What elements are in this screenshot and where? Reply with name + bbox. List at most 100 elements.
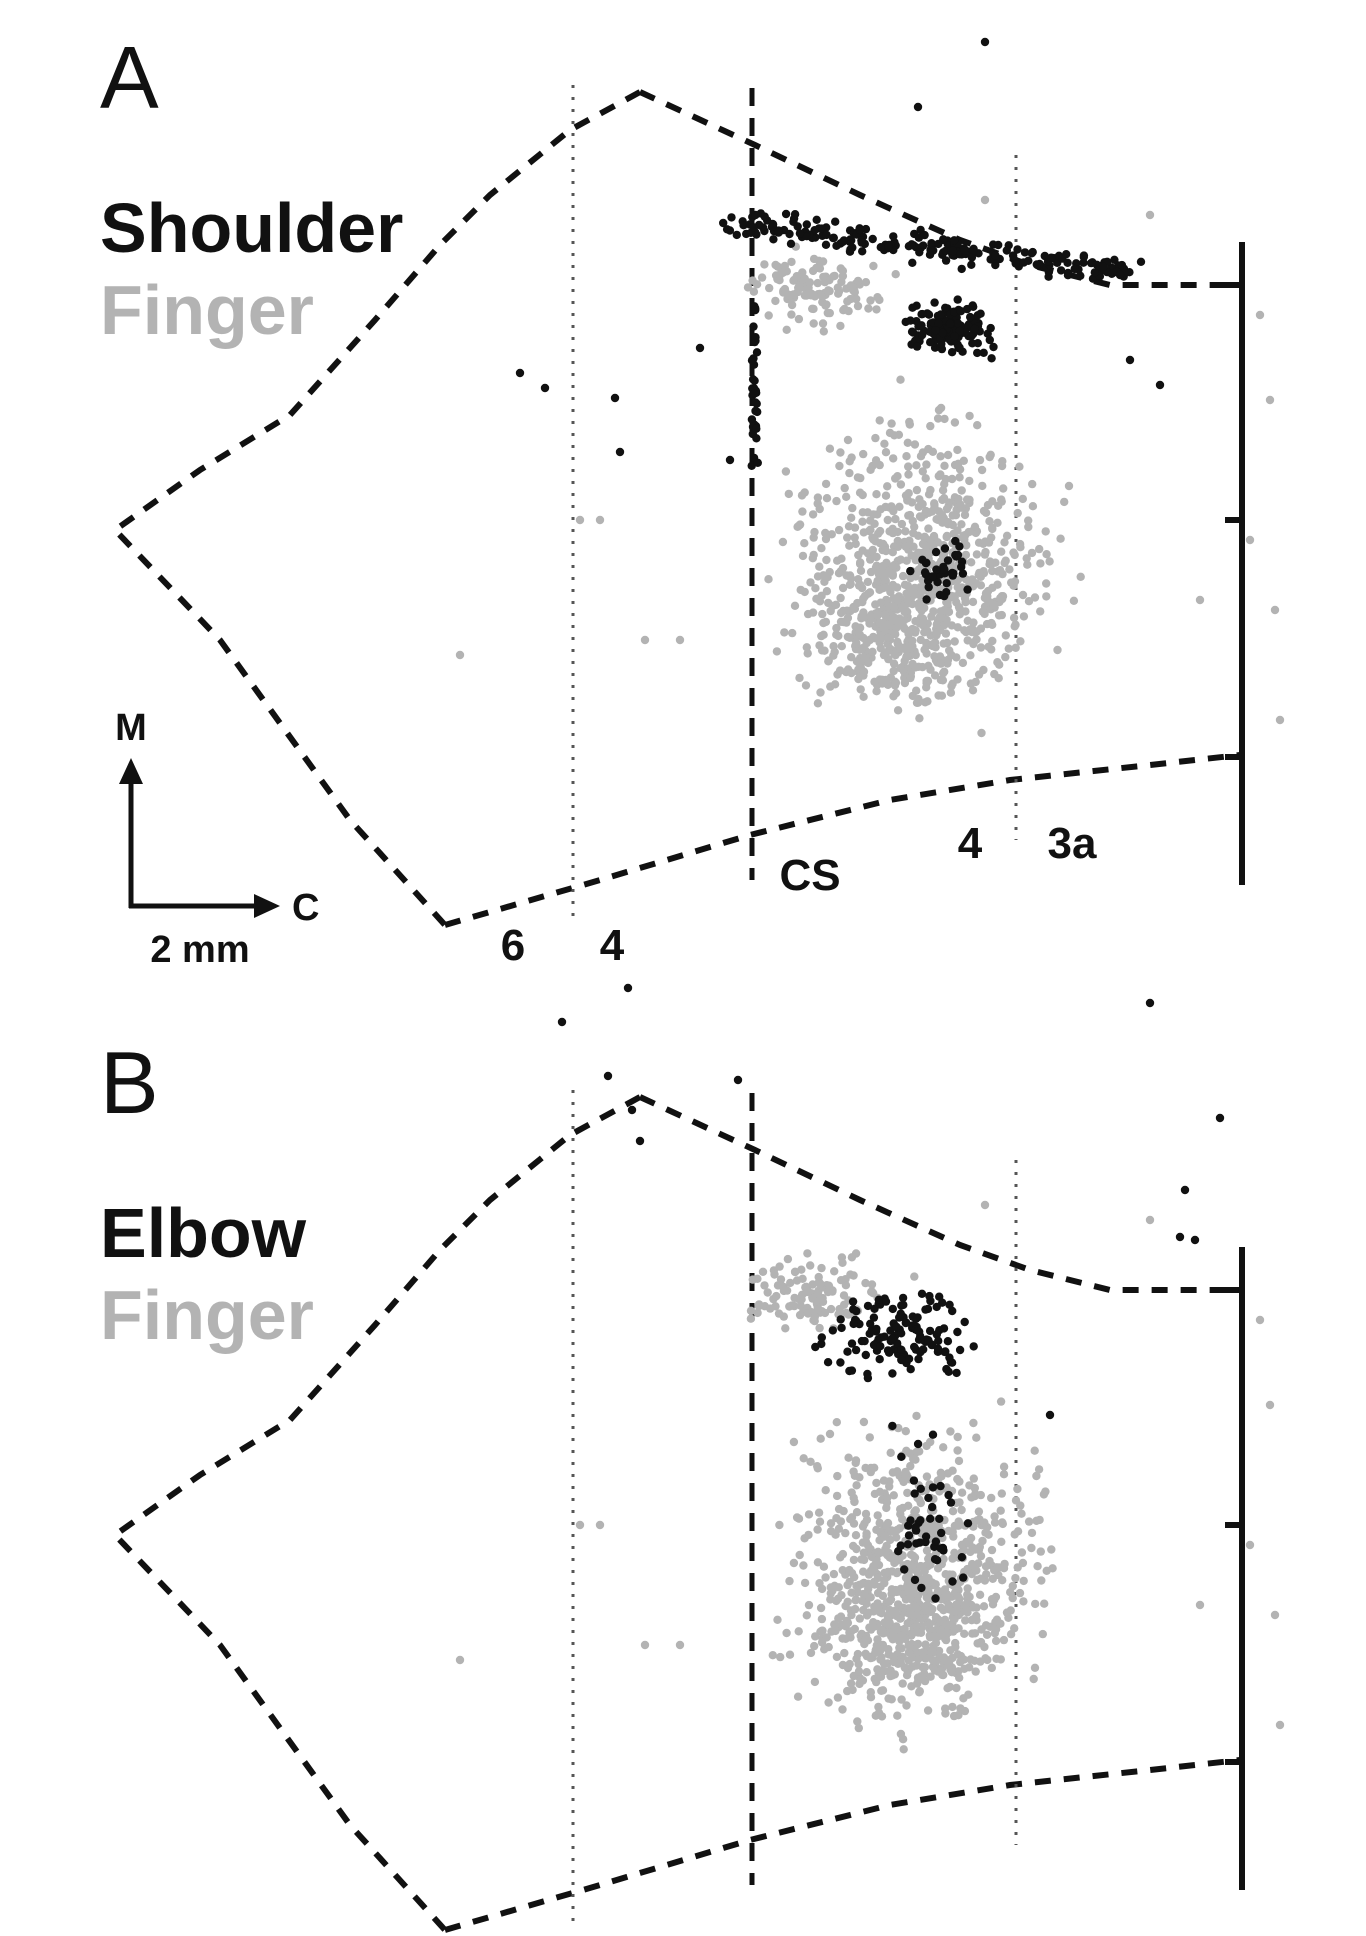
- shoulder-site: [973, 311, 982, 320]
- finger-site: [1019, 1597, 1028, 1606]
- finger-site: [900, 607, 909, 617]
- finger-site: [977, 1625, 986, 1634]
- finger-site: [931, 1638, 941, 1648]
- finger-site: [974, 1507, 984, 1516]
- finger-site: [806, 1648, 816, 1658]
- shoulder-site: [1044, 272, 1053, 281]
- elbow-site: [944, 1367, 953, 1376]
- finger-site: [939, 1554, 948, 1564]
- finger-site: [800, 1578, 810, 1588]
- finger-site: [870, 1566, 879, 1576]
- finger-site: [953, 1432, 962, 1442]
- finger-site: [816, 1280, 825, 1289]
- finger-site: [911, 650, 920, 660]
- elbow-site: [902, 1318, 911, 1327]
- finger-site: [833, 1693, 843, 1702]
- elbow-site-outlier: [557, 1017, 567, 1027]
- elbow-site: [945, 1300, 954, 1309]
- finger-site: [1037, 1576, 1046, 1585]
- finger-site: [1011, 643, 1020, 652]
- finger-site: [860, 653, 869, 662]
- finger-site: [810, 1641, 819, 1651]
- finger-site: [821, 1486, 830, 1495]
- finger-site: [987, 1595, 997, 1604]
- finger-site: [908, 636, 917, 645]
- finger-site: [849, 1555, 859, 1565]
- shoulder-site: [950, 236, 959, 245]
- finger-site: [998, 1518, 1007, 1527]
- shoulder-site-outlier: [725, 455, 735, 465]
- finger-site: [834, 631, 843, 641]
- finger-site: [904, 1586, 914, 1595]
- finger-site: [883, 633, 892, 642]
- finger-site: [959, 531, 968, 540]
- elbow-site-outlier: [623, 983, 633, 993]
- finger-site: [899, 1745, 908, 1754]
- finger-site: [903, 1619, 912, 1628]
- finger-site: [941, 1635, 951, 1645]
- finger-site: [1031, 1599, 1040, 1609]
- finger-site: [963, 1584, 972, 1593]
- panel-b: B Elbow Finger: [100, 983, 1285, 1933]
- finger-site: [908, 516, 917, 526]
- finger-site: [836, 1553, 845, 1562]
- shoulder-site: [786, 239, 796, 248]
- elbow-site: [917, 1289, 927, 1298]
- shoulder-site: [1062, 250, 1071, 259]
- finger-site: [948, 511, 957, 520]
- elbow-site: [823, 1358, 833, 1367]
- finger-site: [790, 1293, 799, 1303]
- finger-site: [903, 1488, 912, 1498]
- elbow-sites-b: [557, 983, 1225, 1603]
- finger-site: [806, 1457, 815, 1466]
- finger-site: [896, 555, 905, 564]
- shoulder-site: [876, 243, 885, 252]
- finger-site: [1035, 544, 1044, 554]
- finger-site: [974, 1639, 984, 1648]
- finger-site: [850, 1471, 860, 1480]
- finger-site: [998, 1576, 1007, 1585]
- finger-site: [816, 688, 825, 697]
- finger-site: [859, 692, 868, 701]
- finger-site: [782, 1628, 791, 1638]
- finger-site: [891, 514, 900, 524]
- finger-site: [949, 592, 959, 601]
- finger-site: [1013, 508, 1022, 518]
- finger-site-outlier: [980, 195, 990, 205]
- finger-site: [987, 1493, 996, 1503]
- finger-site-outlier: [675, 635, 685, 645]
- finger-sites-a: [455, 195, 1285, 738]
- finger-site: [835, 461, 844, 471]
- finger-site: [825, 1429, 835, 1439]
- finger-site: [815, 1517, 825, 1526]
- finger-site: [852, 1481, 861, 1490]
- finger-site: [1004, 644, 1013, 653]
- finger-site: [916, 452, 926, 461]
- finger-site: [853, 598, 862, 608]
- finger-site: [1010, 1624, 1019, 1633]
- area-label-4-rostral: 4: [600, 921, 625, 970]
- finger-site: [872, 1478, 881, 1488]
- finger-site: [771, 260, 780, 270]
- finger-site: [979, 506, 989, 516]
- finger-site: [805, 278, 814, 287]
- elbow-site-outlier: [1145, 998, 1155, 1008]
- shoulder-site: [749, 322, 758, 331]
- finger-site: [895, 1637, 904, 1646]
- finger-site: [854, 658, 863, 667]
- finger-site: [822, 494, 832, 503]
- shoulder-site: [802, 232, 811, 241]
- finger-site: [912, 686, 921, 695]
- finger-site: [955, 610, 964, 619]
- finger-site: [858, 490, 867, 500]
- elbow-site-outlier: [1180, 1185, 1190, 1195]
- elbow-site: [906, 1516, 915, 1525]
- shoulder-site: [795, 229, 805, 238]
- finger-site: [890, 649, 899, 659]
- shoulder-sites-a: [515, 37, 1165, 604]
- finger-site: [838, 1705, 847, 1714]
- finger-site: [906, 573, 915, 583]
- shoulder-site: [994, 240, 1003, 250]
- finger-site: [825, 1282, 834, 1292]
- finger-site: [844, 522, 854, 531]
